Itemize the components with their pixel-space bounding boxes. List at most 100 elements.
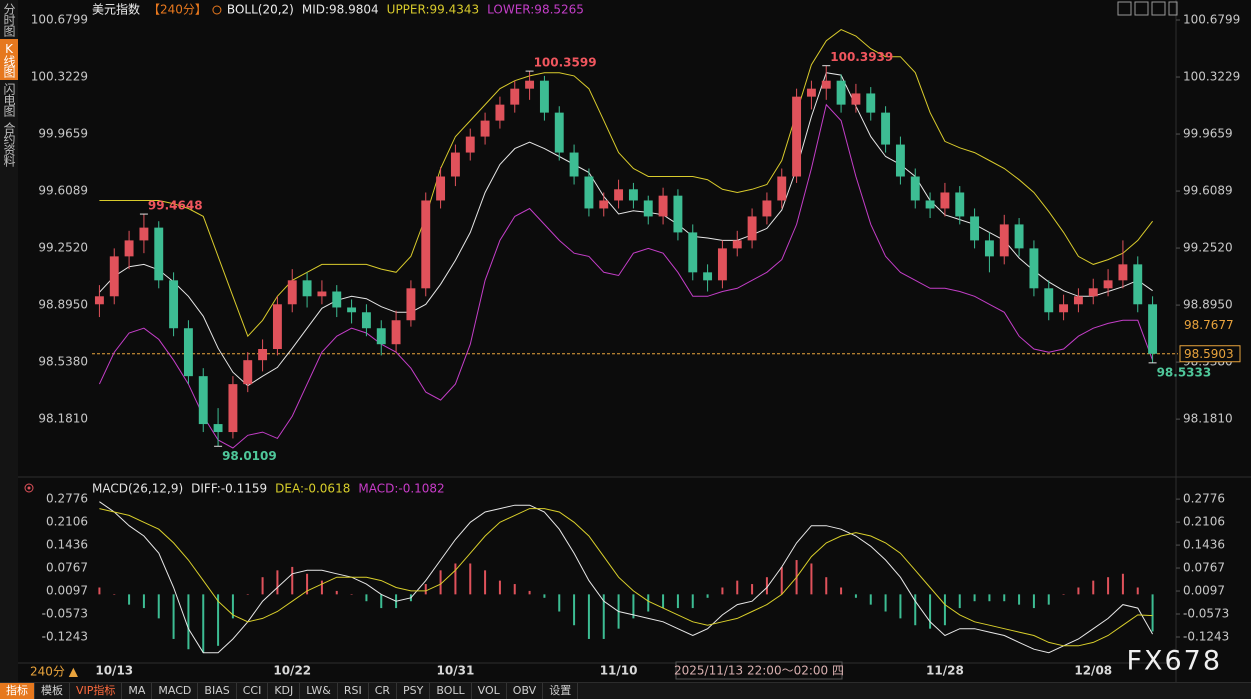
icon-button[interactable] bbox=[1151, 1, 1166, 16]
macd-bar bbox=[810, 563, 813, 595]
macd-bar bbox=[706, 594, 709, 598]
sidebar-tab[interactable]: K线图 bbox=[0, 39, 18, 80]
macd-bar bbox=[943, 594, 946, 626]
macd-bar bbox=[454, 563, 457, 595]
toolbar-button[interactable]: OBV bbox=[507, 683, 544, 699]
icon-button[interactable] bbox=[1168, 1, 1178, 16]
macd-bar bbox=[914, 594, 917, 626]
toolbar-button[interactable]: CCI bbox=[237, 683, 269, 699]
candle-body bbox=[198, 376, 208, 425]
toolbar-button[interactable]: 模板 bbox=[35, 683, 70, 699]
candle-body bbox=[806, 88, 816, 97]
toolbar-button[interactable]: RSI bbox=[338, 683, 369, 699]
high-label: 100.3599 bbox=[534, 56, 597, 70]
candle-body bbox=[643, 200, 653, 217]
candle-body bbox=[584, 176, 594, 209]
y-tick-label-right: 0.1436 bbox=[1183, 538, 1225, 552]
macd-bar bbox=[306, 573, 309, 595]
macd-bar bbox=[439, 570, 442, 595]
macd-bar bbox=[142, 594, 145, 609]
y-tick-label-right: 0.2106 bbox=[1183, 515, 1225, 529]
current-price-box bbox=[1179, 345, 1241, 363]
y-tick-label-right: 98.8950 bbox=[1183, 298, 1233, 312]
macd-bar bbox=[736, 580, 739, 595]
candle-body bbox=[480, 120, 490, 137]
toolbar-button[interactable]: VOL bbox=[472, 683, 507, 699]
toolbar-button[interactable]: MACD bbox=[152, 683, 199, 699]
candle-body bbox=[925, 200, 935, 209]
y-tick-label-right: 99.2520 bbox=[1183, 241, 1233, 255]
macd-bar bbox=[1047, 594, 1050, 605]
legend-entry: MACD:-0.1082 bbox=[358, 482, 444, 496]
candle-body bbox=[510, 88, 520, 105]
toolbar-button[interactable]: CR bbox=[369, 683, 398, 699]
candle-body bbox=[1029, 248, 1039, 289]
toolbar-button[interactable]: LW& bbox=[300, 683, 338, 699]
indicator-line bbox=[99, 501, 1154, 654]
candle-body bbox=[213, 424, 223, 433]
macd-bar bbox=[276, 570, 279, 595]
candle-body bbox=[984, 240, 994, 257]
candle-body bbox=[999, 224, 1009, 257]
macd-bar bbox=[1151, 594, 1154, 632]
candle-body bbox=[361, 312, 371, 329]
y-tick-label: 99.6089 bbox=[38, 184, 88, 198]
toolbar-button[interactable]: VIP指标 bbox=[70, 683, 123, 699]
candle-body bbox=[436, 176, 446, 201]
macd-bar bbox=[1062, 594, 1065, 595]
macd-bar bbox=[187, 594, 190, 650]
sidebar-tab[interactable]: 合约资料 bbox=[2, 122, 16, 166]
candle-body bbox=[154, 227, 164, 281]
candle-body bbox=[376, 328, 386, 345]
x-tick-label: 10/31 bbox=[437, 664, 475, 678]
indicator-icon[interactable] bbox=[24, 483, 34, 493]
sidebar-tab[interactable]: 分时图 bbox=[2, 3, 16, 36]
candle-body bbox=[1103, 280, 1113, 289]
macd-bar bbox=[854, 594, 857, 598]
macd-bar bbox=[528, 590, 531, 595]
candle-body bbox=[539, 80, 549, 113]
macd-bar bbox=[691, 594, 694, 609]
top-icons bbox=[1117, 1, 1178, 16]
macd-bar bbox=[513, 584, 516, 595]
icon-button[interactable] bbox=[1134, 1, 1149, 16]
macd-bar bbox=[128, 594, 131, 605]
toolbar-button[interactable]: BOLL bbox=[430, 683, 472, 699]
indicator-line bbox=[99, 508, 1153, 647]
candle-body bbox=[732, 240, 742, 249]
macd-bar bbox=[1003, 594, 1006, 602]
macd-bar bbox=[825, 577, 828, 595]
candle-body bbox=[599, 200, 609, 209]
toolbar-button[interactable]: 设置 bbox=[543, 683, 579, 699]
y-tick-label: 98.5380 bbox=[38, 355, 88, 369]
period-selector[interactable]: 240分 ▲ bbox=[30, 665, 79, 679]
candle-body bbox=[910, 176, 920, 201]
macd-bar bbox=[602, 594, 605, 639]
macd-bar bbox=[1136, 587, 1139, 595]
icon-button[interactable] bbox=[1117, 1, 1132, 16]
sidebar-tab[interactable]: 闪电图 bbox=[2, 83, 16, 116]
indicator-name: BOLL(20,2) bbox=[227, 3, 294, 17]
low-label: 98.0109 bbox=[222, 449, 277, 463]
y-tick-label-right: -0.0573 bbox=[1183, 607, 1229, 621]
macd-bar bbox=[291, 566, 294, 595]
toolbar-button[interactable]: MA bbox=[122, 683, 153, 699]
candle-body bbox=[955, 192, 965, 217]
macd-bar bbox=[543, 594, 546, 598]
candle-body bbox=[673, 195, 683, 233]
toolbar-button[interactable]: KDJ bbox=[268, 683, 301, 699]
y-tick-label: 0.0097 bbox=[46, 584, 88, 598]
toolbar-button[interactable]: PSY bbox=[397, 683, 431, 699]
macd-bar bbox=[217, 594, 220, 646]
legend-entry: LOWER:98.5265 bbox=[487, 3, 584, 17]
macd-bar bbox=[869, 594, 872, 605]
candle-body bbox=[688, 232, 698, 273]
y-tick-label-right: 99.6089 bbox=[1183, 184, 1233, 198]
candle-body bbox=[1014, 224, 1024, 249]
macd-bar bbox=[558, 594, 561, 612]
macd-bar bbox=[113, 594, 116, 595]
candle-body bbox=[332, 291, 342, 308]
macd-bar bbox=[632, 594, 635, 619]
toolbar-button[interactable]: 指标 bbox=[0, 683, 35, 699]
toolbar-button[interactable]: BIAS bbox=[198, 683, 237, 699]
